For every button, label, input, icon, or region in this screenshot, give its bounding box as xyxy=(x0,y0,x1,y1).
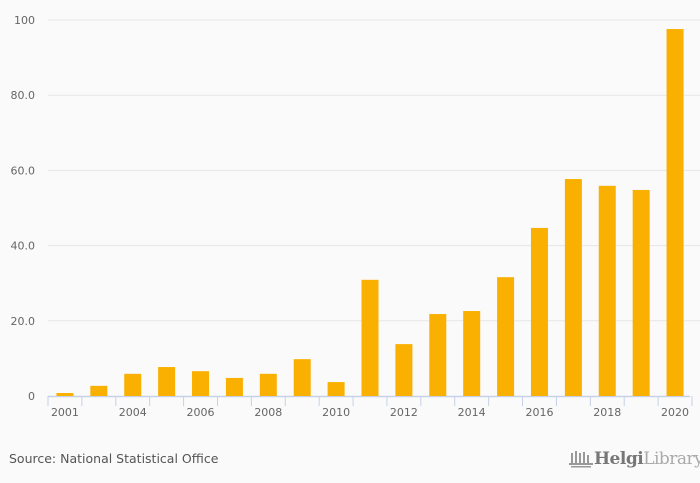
x-tick-label: 2004 xyxy=(119,406,147,419)
bar-chart: 0 20.0 40.0 60.0 80.0 100 2001 2004 2006 2008 2010… xyxy=(11,14,700,419)
bar-2019 xyxy=(632,189,650,396)
bar-2015 xyxy=(497,277,515,396)
bar-2011 xyxy=(361,279,379,396)
x-tick-label: 2020 xyxy=(661,406,689,419)
y-tick-label: 20.0 xyxy=(11,315,36,328)
x-tick-label: 2006 xyxy=(187,406,215,419)
bar-2001 xyxy=(56,392,74,396)
bar-2007 xyxy=(225,377,243,396)
y-tick-label: 0 xyxy=(28,390,35,403)
bar-2003 xyxy=(90,385,108,396)
y-tick-label: 80.0 xyxy=(11,89,36,102)
y-tick-label: 60.0 xyxy=(11,164,36,177)
bar-2008 xyxy=(259,373,277,396)
x-tick-label: 2008 xyxy=(254,406,282,419)
y-tick-label: 100 xyxy=(14,14,35,27)
bar-2018 xyxy=(598,185,616,396)
bar-2010 xyxy=(327,382,345,396)
x-tick-label: 2018 xyxy=(593,406,621,419)
x-tick-label: 2016 xyxy=(525,406,553,419)
bar-2020 xyxy=(666,29,684,397)
x-tick-label: 2014 xyxy=(458,406,486,419)
library-icon xyxy=(569,451,593,468)
x-tick-label: 2010 xyxy=(322,406,350,419)
bar-2014 xyxy=(463,311,481,396)
logo-text: HelgiLibrary. xyxy=(594,449,700,469)
x-tick-label: 2001 xyxy=(51,406,79,419)
source-note: Source: National Statistical Office xyxy=(9,451,219,466)
bar-2009 xyxy=(293,359,311,396)
bar-2004 xyxy=(124,373,142,396)
bar-2013 xyxy=(429,314,447,396)
helgi-library-logo[interactable]: HelgiLibrary. xyxy=(568,449,700,469)
bar-2006 xyxy=(192,371,210,396)
bar-2016 xyxy=(530,227,548,396)
bar-2005 xyxy=(158,367,176,396)
bar-2012 xyxy=(395,344,413,396)
y-tick-label: 40.0 xyxy=(11,240,36,253)
x-tick-label: 2012 xyxy=(390,406,418,419)
bar-2017 xyxy=(564,179,582,396)
